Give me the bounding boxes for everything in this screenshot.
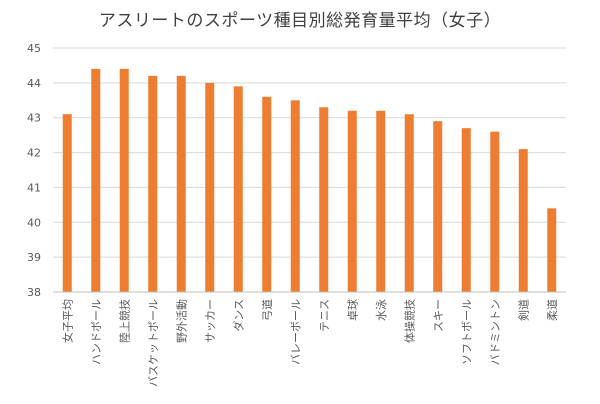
x-tick-label: サッカー bbox=[204, 299, 217, 343]
y-tick-label: 42 bbox=[27, 147, 41, 160]
bar bbox=[233, 86, 243, 292]
chart-title: アスリートのスポーツ種目別総発育量平均（女子） bbox=[98, 11, 502, 31]
bar bbox=[376, 110, 386, 292]
y-tick-label: 43 bbox=[27, 112, 41, 125]
bar bbox=[404, 114, 414, 292]
bar bbox=[262, 96, 272, 292]
bar bbox=[319, 107, 329, 292]
bar bbox=[91, 68, 101, 293]
bar bbox=[205, 82, 215, 292]
y-tick-label: 39 bbox=[27, 251, 41, 264]
x-tick-label: 野外活動 bbox=[174, 299, 188, 343]
x-tick-label: バスケットボール bbox=[147, 299, 160, 387]
x-tick-label: ダンス bbox=[231, 299, 245, 332]
bar bbox=[490, 131, 500, 292]
y-tick-label: 38 bbox=[27, 286, 41, 299]
x-tick-label: バドミントン bbox=[489, 299, 502, 365]
y-tick-label: 40 bbox=[27, 216, 41, 229]
x-tick-label: 柔道 bbox=[545, 299, 559, 321]
x-tick-label: 女子平均 bbox=[60, 299, 74, 343]
bars bbox=[62, 68, 557, 293]
bar bbox=[119, 68, 129, 293]
grid-lines bbox=[53, 47, 566, 293]
x-tick-label: スキー bbox=[432, 299, 445, 332]
x-tick-label: ハンドボール bbox=[90, 299, 103, 365]
x-tick-label: 弓道 bbox=[260, 299, 274, 321]
bar bbox=[347, 110, 357, 292]
bar bbox=[62, 114, 72, 292]
y-tick-label: 45 bbox=[27, 42, 41, 55]
y-tick-label: 44 bbox=[27, 77, 41, 90]
bar bbox=[290, 100, 300, 293]
x-tick-label: 陸上競技 bbox=[117, 299, 131, 343]
y-tick-labels: 38 39 40 41 42 43 44 45 bbox=[27, 42, 41, 299]
bar bbox=[176, 75, 186, 292]
x-tick-label: 剣道 bbox=[516, 299, 530, 321]
x-tick-label: 体操競技 bbox=[402, 299, 416, 343]
x-tick-label: 水泳 bbox=[374, 299, 388, 321]
bar bbox=[547, 208, 557, 292]
bar bbox=[433, 121, 443, 292]
bar bbox=[461, 128, 471, 292]
x-tick-label: ソフトボール bbox=[460, 299, 473, 365]
x-tick-labels: 女子平均 ハンドボール 陸上競技 バスケットボール 野外活動 サッカー ダンス 弓道 バレーボー… bbox=[60, 299, 559, 387]
x-tick-label: テニス bbox=[318, 299, 331, 332]
y-tick-label: 41 bbox=[27, 181, 41, 194]
x-tick-label: バレーボール bbox=[289, 299, 302, 365]
bar bbox=[148, 75, 158, 292]
bar bbox=[518, 149, 528, 292]
x-tick-label: 卓球 bbox=[345, 299, 359, 321]
